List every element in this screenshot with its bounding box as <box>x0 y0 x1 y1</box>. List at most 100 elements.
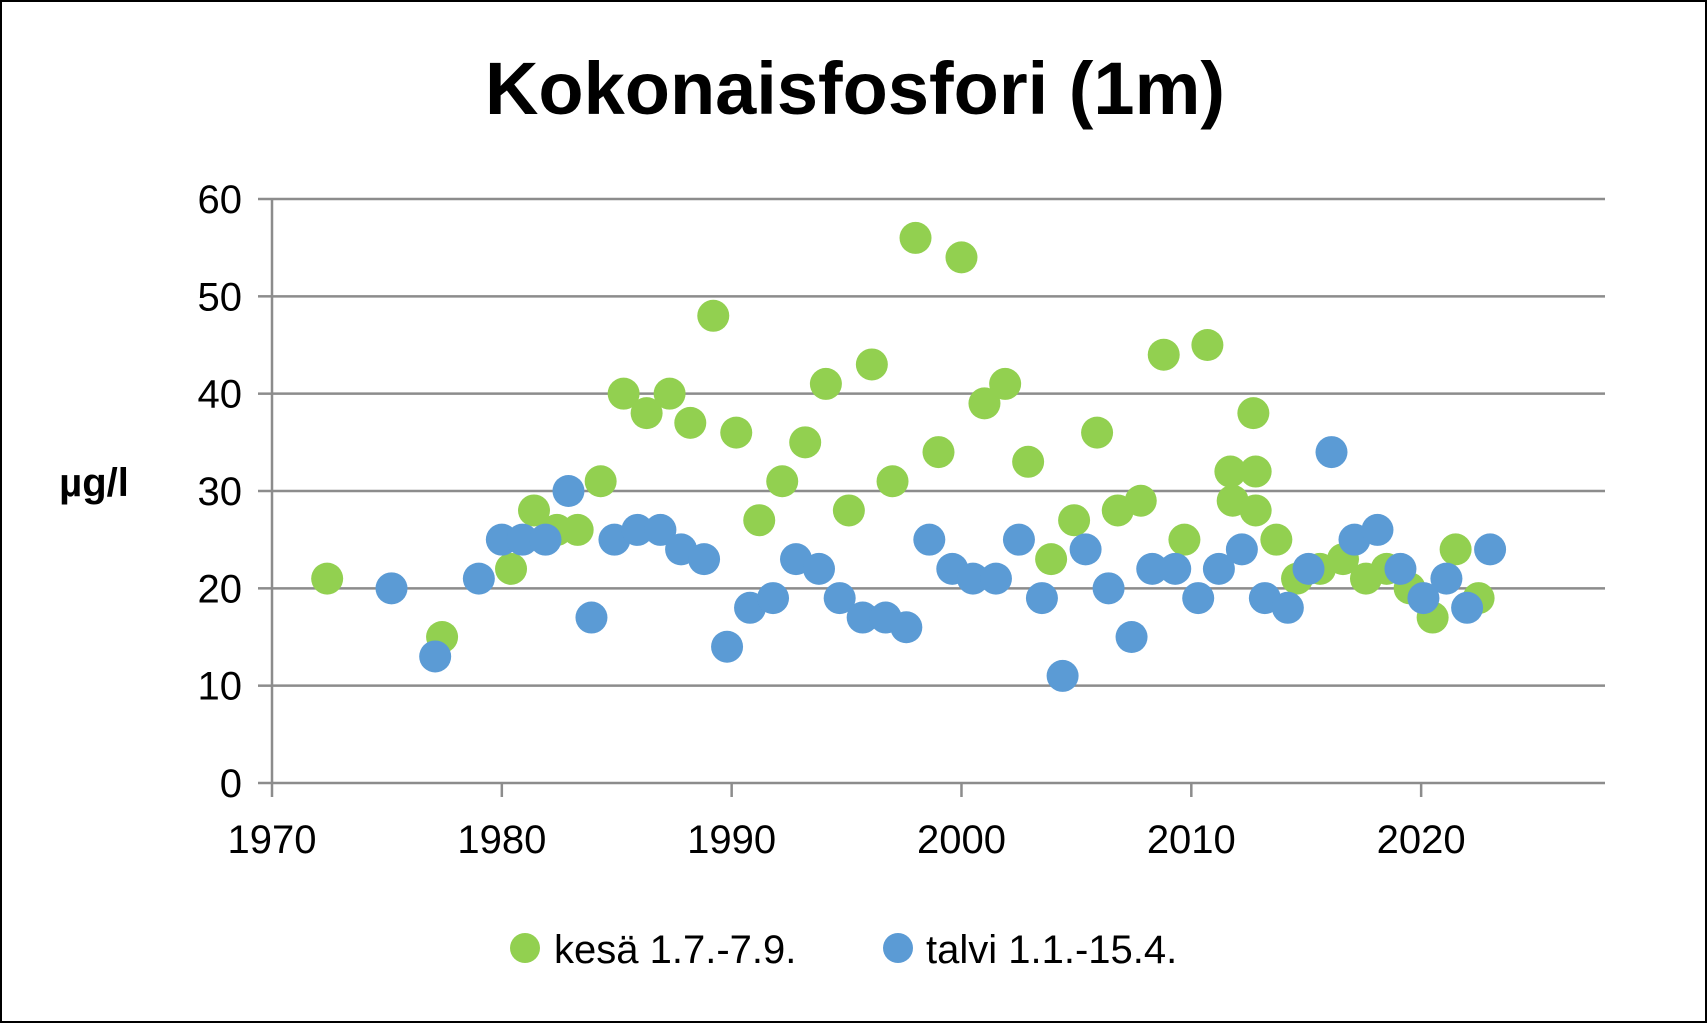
data-point-s0-5 <box>561 513 594 546</box>
data-point-s1-13 <box>711 630 744 663</box>
data-point-s1-44 <box>1407 582 1440 615</box>
data-point-s0-30 <box>1124 484 1157 517</box>
x-tick-labels: 1970 1980 1990 2000 2010 2020 <box>228 818 1466 862</box>
data-point-s1-36 <box>1225 533 1258 566</box>
data-point-s0-32 <box>1168 523 1201 556</box>
data-points <box>311 221 1507 692</box>
y-tick-label-40: 40 <box>198 373 243 417</box>
x-tick-label-1990: 1990 <box>687 818 776 862</box>
data-point-s1-35 <box>1202 552 1235 585</box>
data-point-s1-24 <box>956 562 989 595</box>
data-point-s1-32 <box>1136 552 1169 585</box>
data-point-s1-6 <box>552 475 585 507</box>
data-point-s1-43 <box>1384 552 1417 585</box>
y-tick-labels: 0 10 20 30 40 50 60 <box>198 178 243 806</box>
data-point-s0-0 <box>311 562 344 595</box>
data-point-s1-9 <box>621 513 654 546</box>
x-tick-label-2000: 2000 <box>917 818 1006 862</box>
data-point-s1-0 <box>375 572 408 605</box>
data-point-s1-7 <box>575 601 608 634</box>
data-point-s0-17 <box>832 494 865 527</box>
data-point-s0-15 <box>789 426 822 459</box>
x-tick-label-2010: 2010 <box>1147 818 1236 862</box>
y-tick-label-60: 60 <box>198 178 243 222</box>
data-point-s1-28 <box>1046 659 1079 692</box>
data-point-s0-26 <box>1035 543 1068 576</box>
data-point-s1-22 <box>913 523 946 556</box>
data-point-s1-17 <box>802 552 835 585</box>
data-point-s0-38 <box>1239 494 1272 527</box>
data-point-s0-9 <box>653 377 686 410</box>
data-point-s0-25 <box>1012 445 1045 478</box>
data-point-s1-21 <box>890 611 923 644</box>
y-axis-label: µg/l <box>59 461 129 505</box>
legend-label-0: kesä 1.7.-7.9. <box>554 928 796 972</box>
data-point-s1-47 <box>1474 533 1507 566</box>
data-point-s1-1 <box>419 640 452 673</box>
data-point-s1-46 <box>1451 591 1484 624</box>
y-tick-label-0: 0 <box>220 762 242 806</box>
data-point-s1-33 <box>1159 552 1192 585</box>
data-point-s0-27 <box>1058 504 1091 537</box>
data-point-s0-12 <box>720 416 753 449</box>
data-point-s1-4 <box>506 523 539 556</box>
data-point-s0-7 <box>607 377 640 410</box>
data-point-s1-27 <box>1025 582 1058 615</box>
data-point-s0-10 <box>674 406 707 439</box>
data-point-s1-18 <box>823 582 856 615</box>
data-point-s0-14 <box>766 465 799 498</box>
data-point-s0-6 <box>584 465 617 498</box>
data-point-s1-31 <box>1115 621 1148 653</box>
x-tick-label-1970: 1970 <box>228 818 317 862</box>
data-point-s0-24 <box>989 367 1022 400</box>
data-point-s0-13 <box>743 504 776 537</box>
data-point-s0-20 <box>899 221 932 254</box>
data-point-s0-33 <box>1191 329 1224 361</box>
data-point-s0-37 <box>1239 455 1272 488</box>
data-point-s1-39 <box>1292 552 1325 585</box>
data-point-s1-5 <box>529 523 562 556</box>
data-point-s0-18 <box>855 348 888 381</box>
data-point-s0-23 <box>968 387 1001 420</box>
data-point-s0-21 <box>922 436 955 469</box>
data-point-s0-8 <box>630 397 663 430</box>
data-point-s0-16 <box>809 367 842 400</box>
x-tick-label-1980: 1980 <box>457 818 546 862</box>
data-point-s1-26 <box>1002 523 1035 556</box>
data-point-s0-19 <box>876 465 909 498</box>
y-tick-label-50: 50 <box>198 275 243 319</box>
data-point-s0-22 <box>945 241 978 274</box>
gridlines <box>272 197 1605 687</box>
y-tick-label-30: 30 <box>198 470 243 514</box>
data-point-s0-47 <box>1439 533 1472 566</box>
y-tick-label-20: 20 <box>198 567 243 611</box>
data-point-s1-19 <box>846 601 879 634</box>
data-point-s1-34 <box>1182 582 1215 615</box>
y-tick-label-10: 10 <box>198 665 243 709</box>
legend: kesä 1.7.-7.9. talvi 1.1.-15.4. <box>510 928 1177 972</box>
data-point-s1-29 <box>1069 533 1102 566</box>
data-point-s1-42 <box>1361 513 1394 546</box>
legend-marker-0 <box>510 933 540 963</box>
data-point-s0-36 <box>1237 397 1270 430</box>
data-point-s1-15 <box>757 582 790 615</box>
data-point-s0-28 <box>1081 416 1114 449</box>
data-point-s1-30 <box>1092 572 1125 605</box>
data-point-s1-2 <box>462 562 495 595</box>
data-point-s0-3 <box>518 494 551 527</box>
data-point-s1-38 <box>1271 591 1304 624</box>
axes <box>258 197 1605 797</box>
chart-title: Kokonaisfosfori (1m) <box>485 47 1225 130</box>
legend-marker-1 <box>883 933 913 963</box>
legend-label-1: talvi 1.1.-15.4. <box>926 928 1177 972</box>
data-point-s1-12 <box>688 543 721 576</box>
x-tick-label-2020: 2020 <box>1377 818 1466 862</box>
data-point-s0-39 <box>1260 523 1293 556</box>
data-point-s0-2 <box>495 552 528 585</box>
data-point-s1-10 <box>644 513 677 546</box>
data-point-s0-11 <box>697 299 730 332</box>
data-point-s1-25 <box>979 562 1012 595</box>
data-point-s1-40 <box>1315 436 1348 469</box>
